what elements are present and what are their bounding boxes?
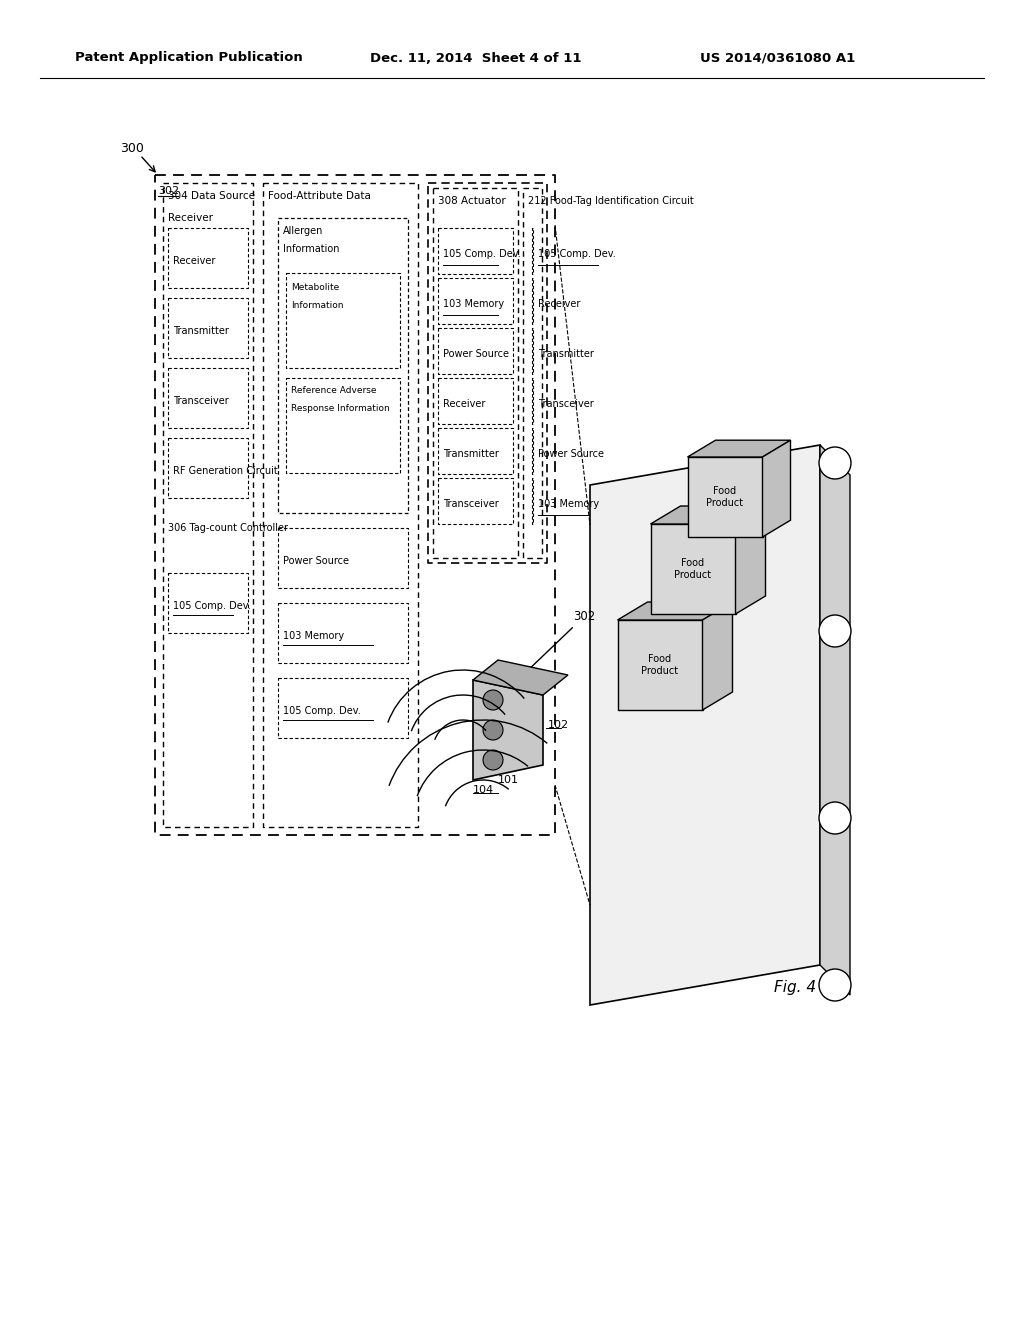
Circle shape [483,719,503,741]
Text: Response Information: Response Information [291,404,390,413]
Text: 103 Memory: 103 Memory [538,499,599,510]
Text: Food
Product: Food Product [641,655,679,676]
Polygon shape [473,680,543,780]
Circle shape [819,447,851,479]
Text: US 2014/0361080 A1: US 2014/0361080 A1 [700,51,855,65]
Text: Power Source: Power Source [443,348,509,359]
Text: Patent Application Publication: Patent Application Publication [75,51,303,65]
Text: 306 Tag-count Controller: 306 Tag-count Controller [168,523,288,533]
Polygon shape [590,445,820,1005]
Text: 105 Comp. Dev.: 105 Comp. Dev. [443,249,521,259]
Bar [512,704,524,715]
Text: 304 Data Source: 304 Data Source [168,191,255,201]
Text: Fig. 4: Fig. 4 [774,979,816,995]
Text: Information: Information [291,301,343,310]
Text: Information: Information [283,244,340,253]
Circle shape [819,615,851,647]
Text: 302: 302 [526,610,595,672]
Circle shape [483,750,503,770]
Text: 103 Memory: 103 Memory [283,631,344,642]
Text: 308 Actuator: 308 Actuator [438,195,506,206]
Text: Allergen: Allergen [283,226,324,236]
Text: 101: 101 [498,775,518,785]
Polygon shape [702,602,732,710]
Text: Transmitter: Transmitter [538,348,594,359]
Bar [512,729,524,741]
Circle shape [819,803,851,834]
Text: Food-Attribute Data: Food-Attribute Data [268,191,371,201]
Text: Receiver: Receiver [443,399,485,409]
Text: 300: 300 [120,141,144,154]
Text: Transceiver: Transceiver [538,399,594,409]
Polygon shape [763,440,791,537]
Polygon shape [687,440,791,457]
Circle shape [819,969,851,1001]
Circle shape [483,690,503,710]
Text: Power Source: Power Source [283,556,349,566]
Text: Receiver: Receiver [168,213,213,223]
Text: 104: 104 [472,785,494,795]
Text: 103 Memory: 103 Memory [443,300,504,309]
Polygon shape [687,457,763,537]
Text: 105 Comp. Dev.: 105 Comp. Dev. [173,601,251,611]
Polygon shape [617,620,702,710]
Text: 102: 102 [548,719,569,730]
Text: 302: 302 [158,186,179,195]
Text: Reference Adverse: Reference Adverse [291,385,377,395]
Text: Metabolite: Metabolite [291,282,339,292]
Text: Transmitter: Transmitter [443,449,499,459]
Text: Receiver: Receiver [538,300,581,309]
Text: Food
Product: Food Product [707,486,743,508]
Polygon shape [650,524,735,614]
Text: Receiver: Receiver [173,256,215,267]
Text: 212 Food-Tag Identification Circuit: 212 Food-Tag Identification Circuit [528,195,693,206]
Text: Power Source: Power Source [538,449,604,459]
Text: Dec. 11, 2014  Sheet 4 of 11: Dec. 11, 2014 Sheet 4 of 11 [370,51,582,65]
Polygon shape [735,506,766,614]
Polygon shape [617,602,732,620]
Text: 105 Comp. Dev.: 105 Comp. Dev. [283,706,360,715]
Polygon shape [820,445,850,995]
Polygon shape [650,506,766,524]
Text: RF Generation Circuit: RF Generation Circuit [173,466,278,477]
Polygon shape [473,660,568,696]
Text: Transceiver: Transceiver [443,499,499,510]
Text: Transmitter: Transmitter [173,326,229,337]
Text: Food
Product: Food Product [675,558,712,579]
Text: Transceiver: Transceiver [173,396,228,407]
Text: 105 Comp. Dev.: 105 Comp. Dev. [538,249,615,259]
